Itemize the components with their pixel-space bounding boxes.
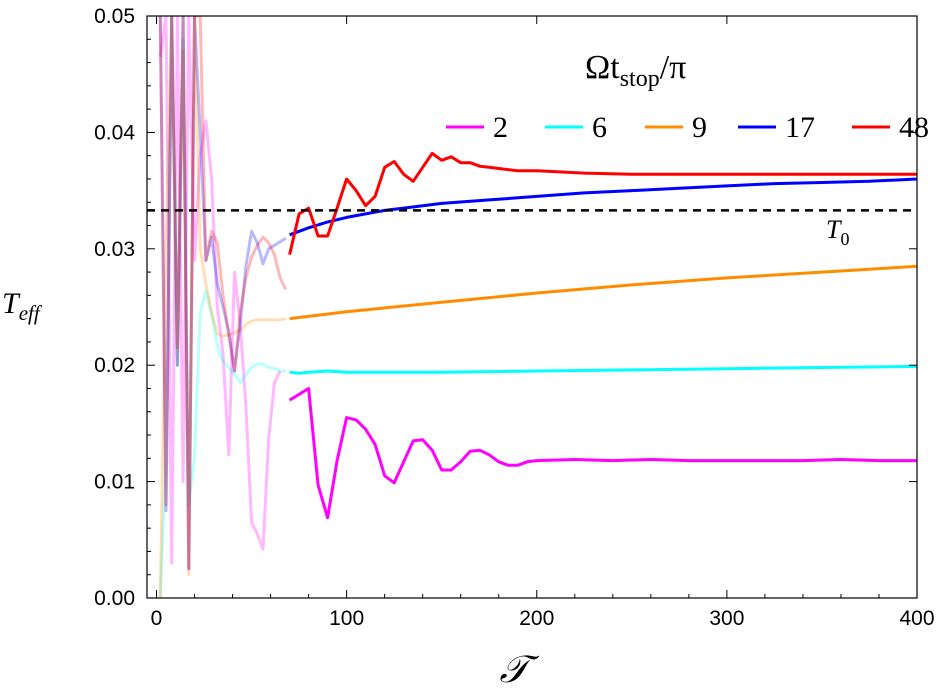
series-17-line xyxy=(289,177,917,237)
legend-item-17: 17 xyxy=(738,111,815,144)
faded-series-layer xyxy=(158,16,288,598)
legend-item-48: 48 xyxy=(852,111,929,144)
x-axis-label: 𝒯 xyxy=(499,649,539,691)
series-2-faded-line xyxy=(158,16,282,565)
series-2-line xyxy=(288,387,917,520)
legend-title: Ωtstop/π xyxy=(585,49,686,92)
legend-label: 6 xyxy=(592,111,607,144)
legend: Ωtstop/π 2 6 9 17 48 xyxy=(446,49,929,144)
y-tick-label: 0.01 xyxy=(94,471,135,494)
x-tick-label: 400 xyxy=(899,607,934,630)
t0-label: T0 xyxy=(826,215,849,249)
series-48-line xyxy=(288,151,917,255)
series-6-faded-line xyxy=(158,16,286,598)
main-series-layer xyxy=(288,151,917,520)
legend-item-2: 2 xyxy=(446,111,508,144)
legend-item-6: 6 xyxy=(545,111,607,144)
y-tick-label: 0.03 xyxy=(94,238,135,261)
series-48-faded-line xyxy=(158,16,288,571)
series-9-faded-line xyxy=(158,16,287,598)
y-tick-label: 0.04 xyxy=(94,121,135,144)
y-tick-label: 0.05 xyxy=(94,5,135,28)
x-tick-label: 200 xyxy=(519,607,554,630)
axis-ticks: 0 100 200 300 400 0.00 0.01 0.02 0.03 0.04 0.05 xyxy=(94,5,934,630)
series-17-faded-line xyxy=(158,16,287,571)
legend-label: 2 xyxy=(493,111,508,144)
x-tick-label: 0 xyxy=(151,607,163,630)
legend-item-9: 9 xyxy=(645,111,707,144)
y-axis-label: Teff xyxy=(2,287,43,325)
x-tick-label: 100 xyxy=(329,607,364,630)
plot-frame xyxy=(146,15,918,599)
legend-label: 17 xyxy=(785,111,815,144)
legend-label: 48 xyxy=(899,111,929,144)
y-tick-label: 0.02 xyxy=(94,354,135,377)
series-9-line xyxy=(289,264,917,321)
legend-label: 9 xyxy=(692,111,707,144)
x-tick-label: 300 xyxy=(709,607,744,630)
series-6-line xyxy=(289,364,917,375)
y-tick-label: 0.00 xyxy=(94,587,135,610)
